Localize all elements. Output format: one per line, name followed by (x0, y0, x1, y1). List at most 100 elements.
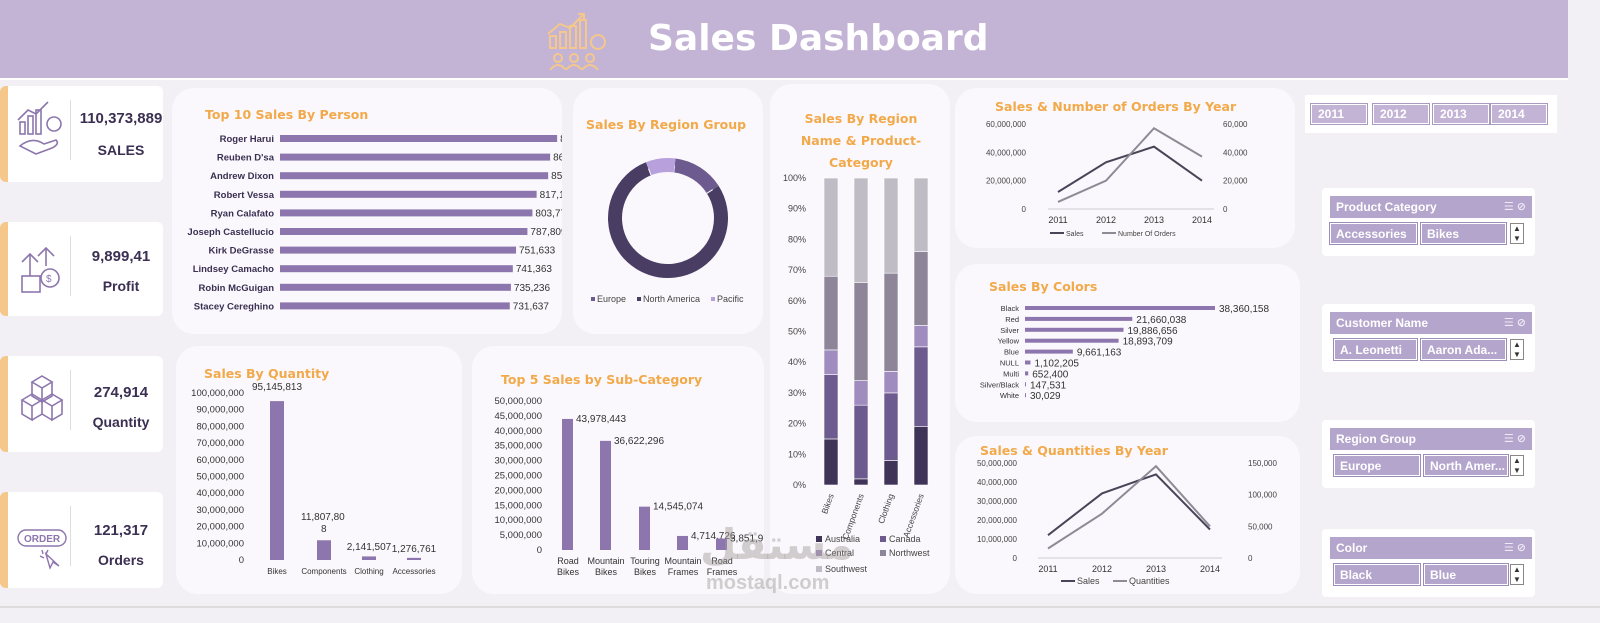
data-label: 787,809 (530, 227, 562, 238)
donut-slice (645, 158, 676, 176)
bar (280, 172, 549, 180)
legend-label: Number Of Orders (1118, 231, 1176, 238)
axis-tick-label: 0 (1223, 205, 1228, 214)
data-label: 2,141,507 (347, 542, 392, 553)
axis-tick-label: 20,000,000 (986, 177, 1027, 186)
axis-tick-label: 40% (788, 357, 806, 367)
filter-icon[interactable]: ☰ ⊘ (1503, 542, 1526, 554)
axis-tick-label: 50,000 (1248, 522, 1273, 531)
year-button-2014[interactable]: 2014 (1490, 103, 1548, 125)
bar-category-label: Black (1001, 304, 1020, 313)
axis-tick-label: 10,000,000 (977, 535, 1018, 544)
kpi-divider (70, 100, 71, 160)
stacked-bar-segment (853, 404, 869, 480)
year-button-2011[interactable]: 2011 (1310, 103, 1368, 125)
data-label: 36,622,296 (614, 436, 664, 447)
category-label: Mountain Frames (664, 556, 701, 577)
axis-tick-label: 2012 (1096, 215, 1116, 225)
legend-label: Pacific (717, 294, 744, 304)
chart-title-region-category: Sales By Region Name & Product-Category (800, 111, 922, 170)
category-label: Bikes (819, 492, 836, 515)
slicer-option[interactable]: Aaron Ada... (1420, 338, 1507, 361)
axis-tick-label: 90% (788, 204, 806, 214)
stacked-bar-segment (853, 478, 869, 486)
chart-top5-subcategory: 0 5,000,000 10,000,000 15,000,000 20,000,000… (494, 396, 764, 577)
sales-growth-logo-icon (547, 13, 606, 70)
bar-category-label: Reuben D'sa (217, 153, 275, 164)
slicer-title: Region Group (1336, 432, 1416, 446)
axis-tick-label: 100% (783, 173, 806, 183)
slicer-option[interactable]: North Amer... (1423, 454, 1509, 477)
category-label: Touring Bikes (630, 556, 660, 577)
bar (407, 557, 421, 560)
bar-category-label: Stacey Cereghino (194, 301, 274, 312)
axis-tick-label: 20,000,000 (494, 485, 542, 496)
axis-tick-label: 70,000,000 (196, 438, 244, 449)
stacked-bar-segment (853, 177, 869, 283)
legend-marker (591, 297, 595, 301)
stacked-bar-segment (913, 251, 929, 326)
kpi-divider (70, 236, 71, 296)
axis-tick-label: 30% (788, 388, 806, 398)
kpi-card-quantity: 274,914 Quantity (0, 356, 163, 452)
category-label: Components (301, 567, 346, 576)
legend-label: Europe (597, 294, 626, 304)
filter-icon[interactable]: ☰ ⊘ (1503, 201, 1526, 213)
year-button-2012[interactable]: 2012 (1372, 103, 1430, 125)
slicer-scroll-icon[interactable]: ▲ ▼ (1510, 223, 1524, 244)
axis-tick-label: 50% (788, 327, 806, 337)
data-label: 19,886,656 (1127, 326, 1177, 337)
axis-tick-label: 80% (788, 234, 806, 244)
bar-category-label: Andrew Dixon (210, 171, 274, 182)
card-sales-colors: Sales By Colors Black 38,360,158 Red 21,660… (955, 264, 1300, 422)
legend-marker (711, 297, 715, 301)
chart-sales-orders-year: 0 20,000,000 40,000,000 60,000,000 0 20,000 40… (986, 120, 1248, 238)
dashboard-header: Sales Dashboard (0, 0, 1568, 80)
legend-label: Northwest (889, 548, 930, 558)
slicer-option[interactable]: Accessories (1329, 222, 1418, 245)
stacked-bar-segment (823, 349, 839, 375)
coins-growth-icon: $ (21, 246, 60, 293)
data-label: 731,637 (513, 301, 550, 312)
chart-title-top5-subcategory: Top 5 Sales by Sub-Category (501, 372, 703, 387)
bar-category-label: Robert Vessa (214, 190, 275, 201)
data-label: 8 (321, 524, 327, 535)
chart-sales-qty-year: 0 10,000,000 20,000,000 30,000,000 40,000,00… (977, 459, 1278, 586)
axis-tick-label: 100,000,000 (191, 388, 244, 399)
bar-category-label: Ryan Calafato (211, 208, 275, 219)
bar (280, 265, 513, 273)
bar (362, 556, 376, 560)
slicer-scroll-icon[interactable]: ▲ ▼ (1510, 339, 1524, 360)
data-label: 882,473 (560, 134, 562, 145)
bar (280, 283, 511, 291)
bar-category-label: Silver (1000, 326, 1019, 335)
stacked-bar-segment (883, 392, 899, 461)
slicer-scroll-icon[interactable]: ▲ ▼ (1510, 564, 1524, 585)
filter-icon[interactable]: ☰ ⊘ (1503, 317, 1526, 329)
bar (280, 209, 533, 217)
slice-separator (648, 168, 652, 176)
slicer-option[interactable]: Bikes (1420, 222, 1507, 245)
legend-marker (816, 566, 822, 572)
year-slicer: 2011 2012 2013 2014 (1305, 95, 1557, 133)
stacked-bar-segment (823, 177, 839, 277)
slicer-option[interactable]: Black (1333, 563, 1421, 586)
data-label: 3,851,979 (730, 534, 764, 545)
legend-marker (816, 550, 822, 556)
year-button-2013[interactable]: 2013 (1432, 103, 1490, 125)
slicer-header: Color ☰ ⊘ (1330, 537, 1532, 559)
filter-icon[interactable]: ☰ ⊘ (1503, 433, 1526, 445)
chart-title-sales-colors: Sales By Colors (989, 279, 1098, 294)
category-label: Road Bikes (557, 556, 580, 577)
slicer-option[interactable]: A. Leonetti (1333, 338, 1418, 361)
slicer-scroll-icon[interactable]: ▲ ▼ (1510, 455, 1524, 476)
chart-region-group: Europe North America Pacific (591, 158, 744, 304)
bar-category-label: White (1000, 391, 1019, 400)
donut-slice (673, 158, 719, 194)
axis-tick-label: 40,000,000 (977, 478, 1018, 487)
kpi-card-orders: ORDER 121,317 Orders (0, 492, 163, 588)
bar (1025, 306, 1215, 310)
slicer-option[interactable]: Blue (1423, 563, 1509, 586)
axis-tick-label: 50,000,000 (977, 459, 1018, 468)
slicer-option[interactable]: Europe (1333, 454, 1421, 477)
